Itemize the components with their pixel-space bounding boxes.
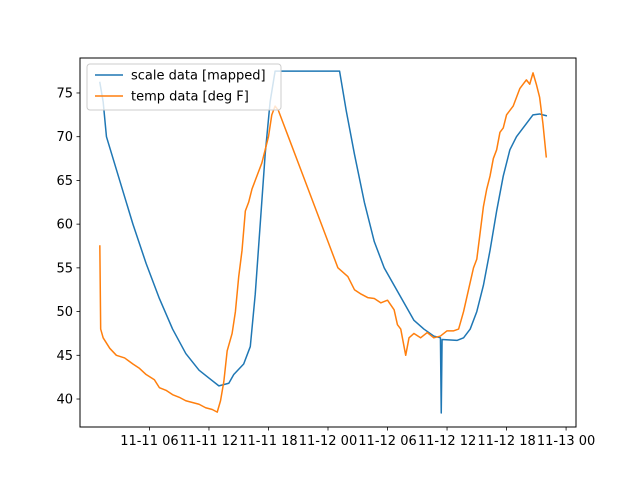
y-tick-label: 65 [56,174,73,189]
y-tick-label: 50 [56,305,73,320]
y-tick-label: 70 [56,130,73,145]
y-tick-label: 55 [56,261,73,276]
axis-layer: 40 45 50 55 60 65 70 75 11-11 06 11-11 12 11-11 18… [56,86,595,449]
y-tick-label: 60 [56,218,73,233]
x-tick-label: 11-11 12 [180,434,238,449]
legend-label-1: temp data [deg F] [131,90,249,105]
legend: scale data [mapped] temp data [deg F] [86,63,282,111]
y-tick-label: 45 [56,349,73,364]
series-line-0 [98,70,548,414]
x-tick-label: 11-13 00 [537,434,595,449]
x-tick-label: 11-12 06 [358,434,416,449]
x-tick-label: 11-12 00 [299,434,357,449]
legend-box [86,63,282,111]
y-tick-label: 75 [56,86,73,101]
series-layer [98,70,548,414]
legend-label-0: scale data [mapped] [131,69,266,84]
x-tick-label: 11-11 18 [239,434,297,449]
x-tick-label: 11-12 12 [418,434,476,449]
y-tick-label: 40 [56,393,73,408]
x-tick-label: 11-11 06 [120,434,178,449]
series-line-1 [99,72,548,413]
x-tick-label: 11-12 18 [477,434,535,449]
